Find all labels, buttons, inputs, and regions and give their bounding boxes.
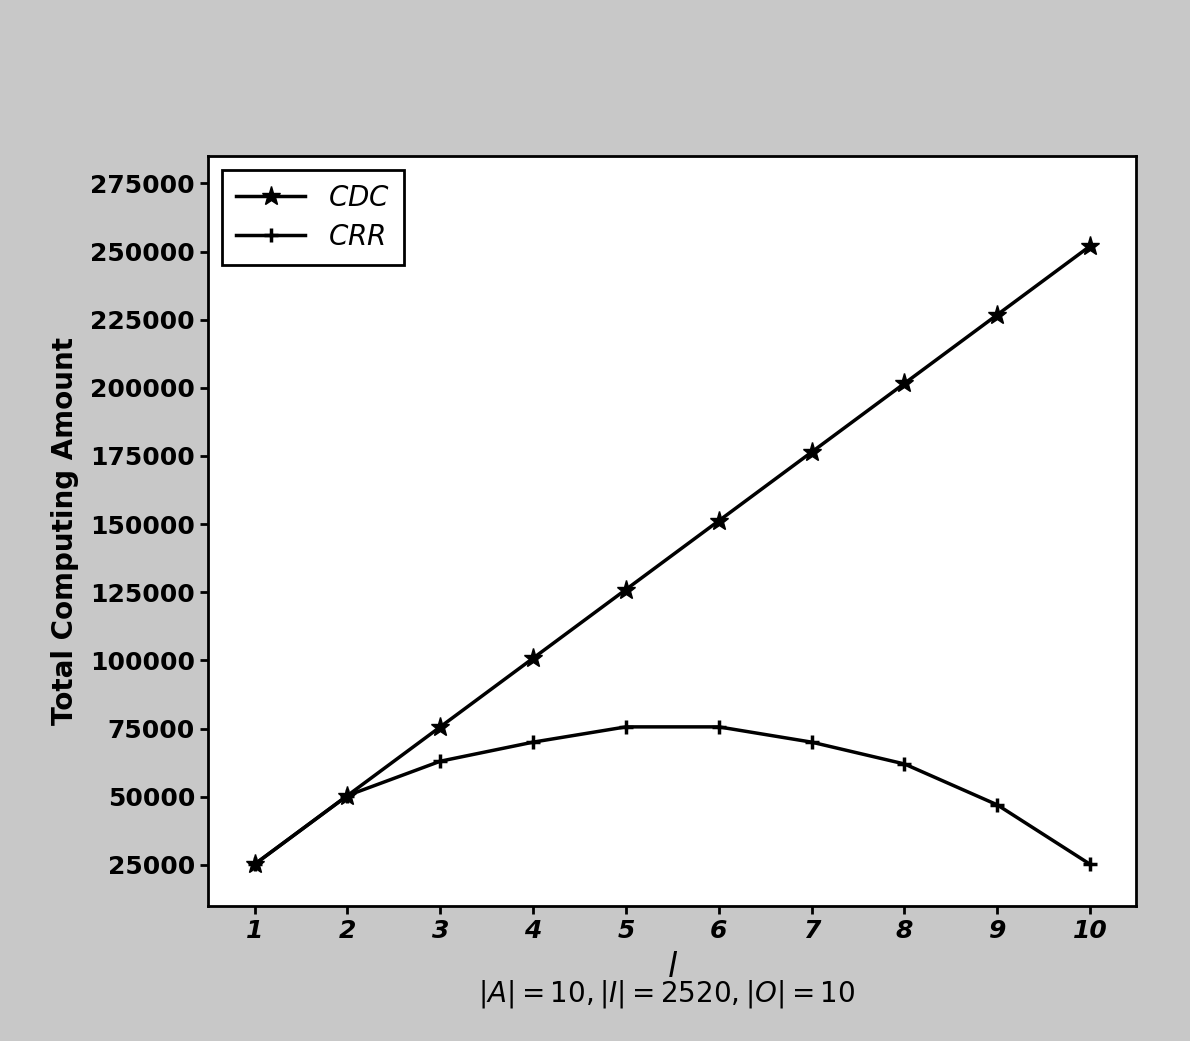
Line: $CRR$: $CRR$ — [248, 720, 1097, 871]
$CDC$ — [712, 514, 726, 527]
$CDC$ — [248, 858, 262, 870]
$CRR$ — [433, 755, 447, 767]
$CDC$ — [804, 446, 819, 458]
$CRR$ — [526, 736, 540, 748]
$CRR$ — [990, 798, 1004, 811]
$CDC$ — [897, 377, 912, 389]
$CDC$ — [526, 652, 540, 664]
Legend: $CDC$, $CRR$: $CDC$, $CRR$ — [223, 170, 403, 264]
$CDC$ — [990, 308, 1004, 321]
X-axis label: $l$: $l$ — [666, 951, 678, 984]
$CRR$ — [619, 720, 633, 733]
$CRR$ — [1083, 858, 1097, 870]
$CRR$ — [804, 736, 819, 748]
$CRR$ — [340, 789, 355, 802]
$CRR$ — [712, 720, 726, 733]
$CDC$ — [1083, 239, 1097, 252]
$CDC$ — [340, 789, 355, 802]
$CDC$ — [619, 583, 633, 595]
Y-axis label: Total Computing Amount: Total Computing Amount — [51, 337, 79, 725]
$CRR$ — [248, 858, 262, 870]
Text: $| A |=10,| I |= 2520,| O |=10$: $| A |=10,| I |= 2520,| O |=10$ — [478, 979, 854, 1010]
$CRR$ — [897, 758, 912, 770]
Line: $CDC$: $CDC$ — [245, 236, 1100, 874]
$CDC$ — [433, 720, 447, 733]
